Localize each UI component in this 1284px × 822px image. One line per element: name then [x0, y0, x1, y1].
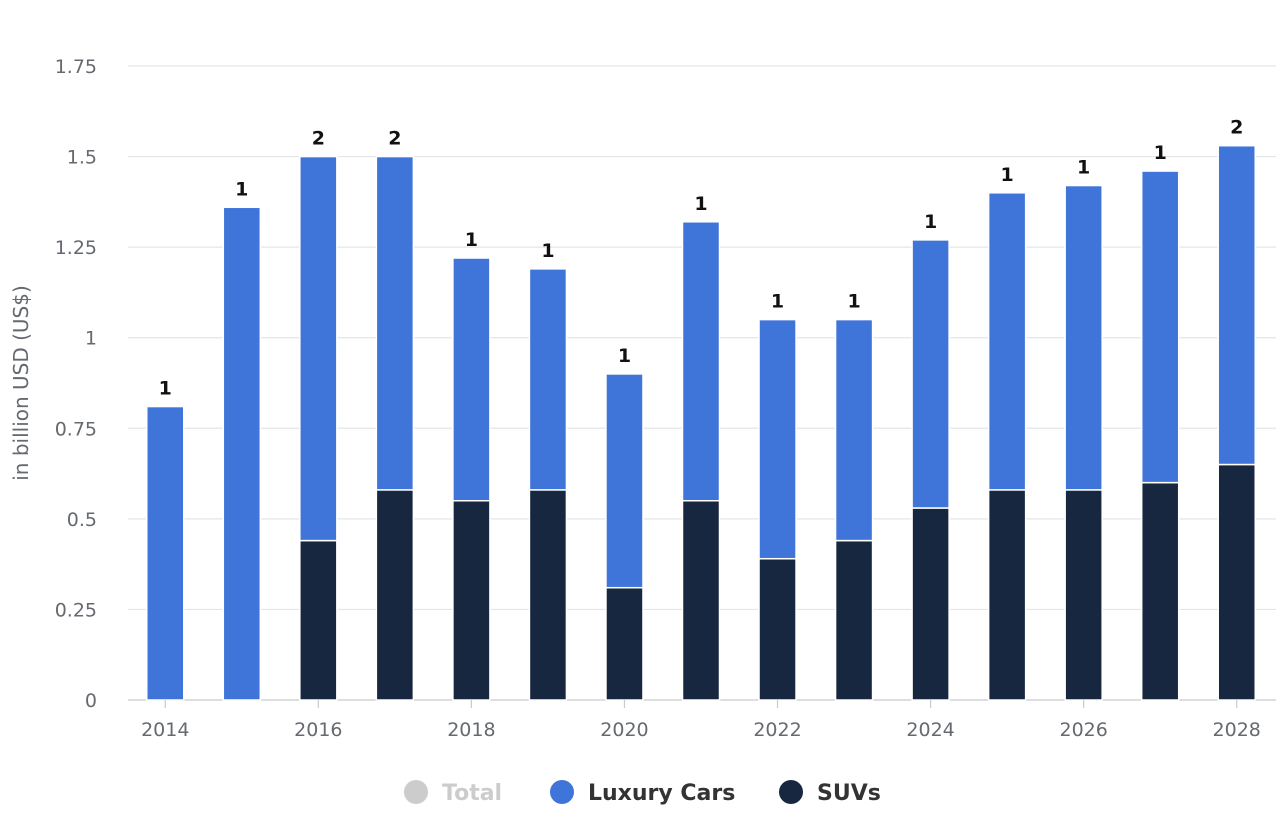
bar-suvs-2025[interactable] — [987, 489, 1027, 701]
data-label-total: 2 — [388, 128, 401, 150]
x-tick-label: 2026 — [1059, 719, 1107, 741]
bar-luxury-cars-2024[interactable] — [911, 239, 950, 509]
bar-suvs-2024[interactable] — [911, 507, 950, 701]
bar-suvs-2016[interactable] — [299, 539, 338, 701]
x-tick-label: 2024 — [906, 719, 954, 741]
bar-luxury-cars-2028[interactable] — [1217, 144, 1256, 466]
legend-label-luxury-cars[interactable]: Luxury Cars — [588, 781, 735, 806]
y-tick-label: 1.5 — [67, 147, 97, 169]
bar-suvs-2027[interactable] — [1140, 481, 1180, 701]
bar-luxury-cars-2022[interactable] — [758, 318, 797, 560]
x-tick-label: 2018 — [447, 719, 495, 741]
data-label-total: 1 — [235, 178, 248, 200]
bar-suvs-2022[interactable] — [758, 557, 797, 701]
data-label-total: 1 — [1001, 164, 1014, 186]
data-label-total: 1 — [159, 378, 172, 400]
bar-suvs-2018[interactable] — [452, 499, 491, 701]
data-label-total: 1 — [1077, 157, 1090, 179]
data-label-total: 1 — [847, 291, 860, 313]
bar-suvs-2021[interactable] — [681, 499, 721, 701]
bar-luxury-cars-2014[interactable] — [146, 405, 185, 701]
bar-luxury-cars-2025[interactable] — [987, 192, 1027, 491]
x-tick-label: 2016 — [294, 719, 342, 741]
data-label-total: 1 — [771, 291, 784, 313]
bar-luxury-cars-2019[interactable] — [528, 268, 568, 491]
x-tick-label: 2014 — [141, 719, 189, 741]
y-tick-label: 1 — [85, 328, 97, 350]
bar-luxury-cars-2020[interactable] — [605, 373, 644, 589]
bar-luxury-cars-2027[interactable] — [1140, 170, 1180, 484]
data-label-total: 1 — [924, 211, 937, 233]
legend-label-total[interactable]: Total — [442, 781, 502, 806]
data-label-total: 2 — [312, 128, 325, 150]
y-tick-label: 0 — [85, 690, 97, 712]
legend-marker-total[interactable] — [404, 780, 428, 804]
y-tick-label: 1.75 — [55, 56, 97, 78]
bar-suvs-2026[interactable] — [1064, 489, 1103, 701]
y-axis-title: in billion USD (US$) — [9, 285, 33, 481]
x-tick-label: 2022 — [753, 719, 801, 741]
bar-suvs-2019[interactable] — [528, 489, 568, 701]
bar-suvs-2020[interactable] — [605, 586, 644, 701]
bar-luxury-cars-2016[interactable] — [299, 155, 338, 542]
x-tick-label: 2028 — [1213, 719, 1261, 741]
bar-luxury-cars-2018[interactable] — [452, 257, 491, 502]
y-tick-label: 0.5 — [67, 509, 97, 531]
bar-luxury-cars-2021[interactable] — [681, 221, 721, 502]
bar-luxury-cars-2015[interactable] — [222, 206, 262, 701]
bar-suvs-2028[interactable] — [1217, 463, 1256, 701]
legend-marker-suvs[interactable] — [779, 780, 803, 804]
bar-luxury-cars-2023[interactable] — [834, 318, 874, 542]
data-label-total: 1 — [1154, 142, 1167, 164]
bar-suvs-2017[interactable] — [375, 489, 415, 701]
data-label-total: 2 — [1230, 117, 1243, 139]
y-tick-label: 0.25 — [55, 599, 97, 621]
legend-marker-luxury-cars[interactable] — [550, 780, 574, 804]
x-tick-label: 2020 — [600, 719, 648, 741]
data-label-total: 1 — [694, 193, 707, 215]
y-tick-label: 0.75 — [55, 418, 97, 440]
bar-luxury-cars-2017[interactable] — [375, 155, 415, 491]
data-label-total: 1 — [618, 345, 631, 367]
bar-suvs-2023[interactable] — [834, 539, 874, 701]
legend-label-suvs[interactable]: SUVs — [817, 781, 881, 806]
y-tick-label: 1.25 — [55, 237, 97, 259]
data-label-total: 1 — [465, 229, 478, 251]
data-label-total: 1 — [541, 240, 554, 262]
bar-luxury-cars-2026[interactable] — [1064, 184, 1103, 491]
